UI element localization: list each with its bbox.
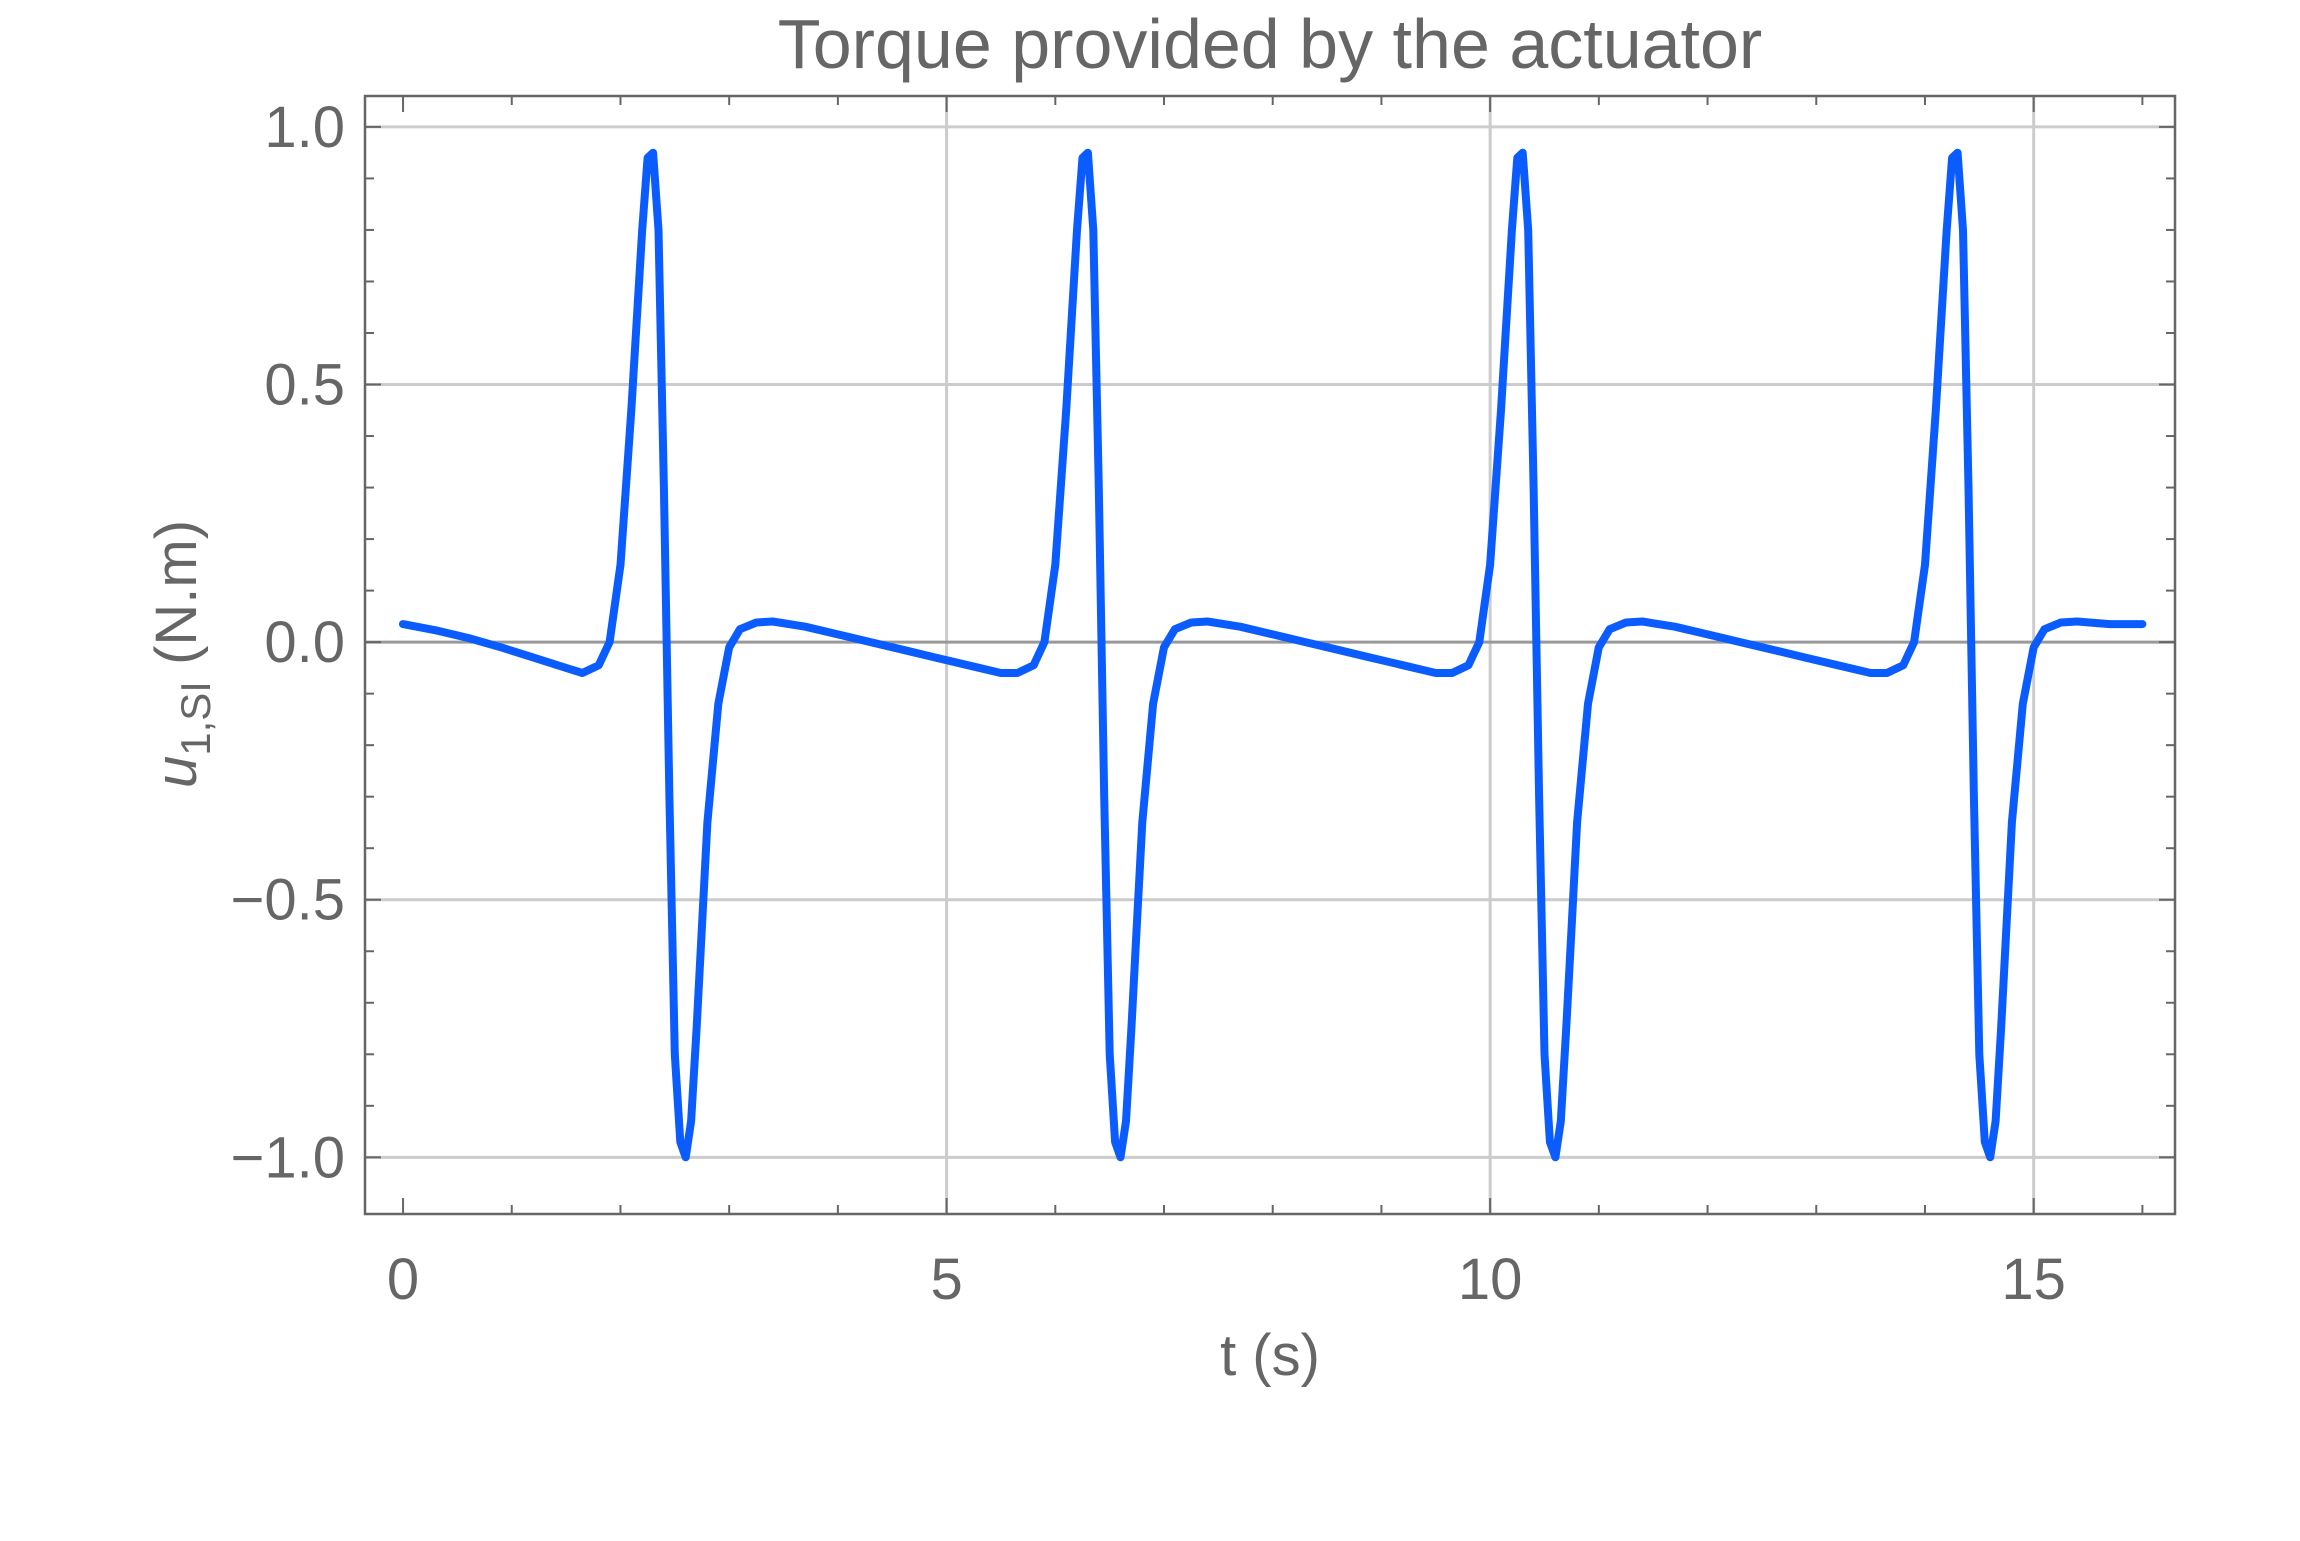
x-tick-label: 10 (1458, 1247, 1523, 1312)
y-tick-label: 0.5 (264, 353, 345, 418)
tick-marks (365, 96, 2175, 1214)
x-tick-label: 15 (2001, 1247, 2066, 1312)
y-tick-label: 0.0 (264, 610, 345, 675)
grid-lines (365, 96, 2175, 1214)
series-line (399, 148, 2147, 1162)
y-axis-subscript: 1,SI (172, 681, 219, 756)
plot-frame (363, 94, 2177, 1216)
y-axis-unit: (N.m) (144, 520, 209, 681)
y-tick-label: −0.5 (231, 868, 346, 933)
series-group (399, 148, 2147, 1162)
x-tick-label: 0 (387, 1247, 419, 1312)
chart-title: Torque provided by the actuator (778, 5, 1763, 83)
y-axis-symbol: u (144, 756, 209, 788)
x-tick-labels: 0 5 10 15 (387, 1247, 2066, 1312)
x-tick-label: 5 (930, 1247, 962, 1312)
y-axis-label: u1,SI (N.m) (144, 520, 219, 788)
y-tick-label: −1.0 (231, 1125, 346, 1190)
y-tick-label: 1.0 (264, 95, 345, 160)
y-tick-labels: 1.0 0.5 0.0 −0.5 −1.0 (231, 95, 346, 1190)
x-axis-label: t (s) (1220, 1323, 1320, 1388)
